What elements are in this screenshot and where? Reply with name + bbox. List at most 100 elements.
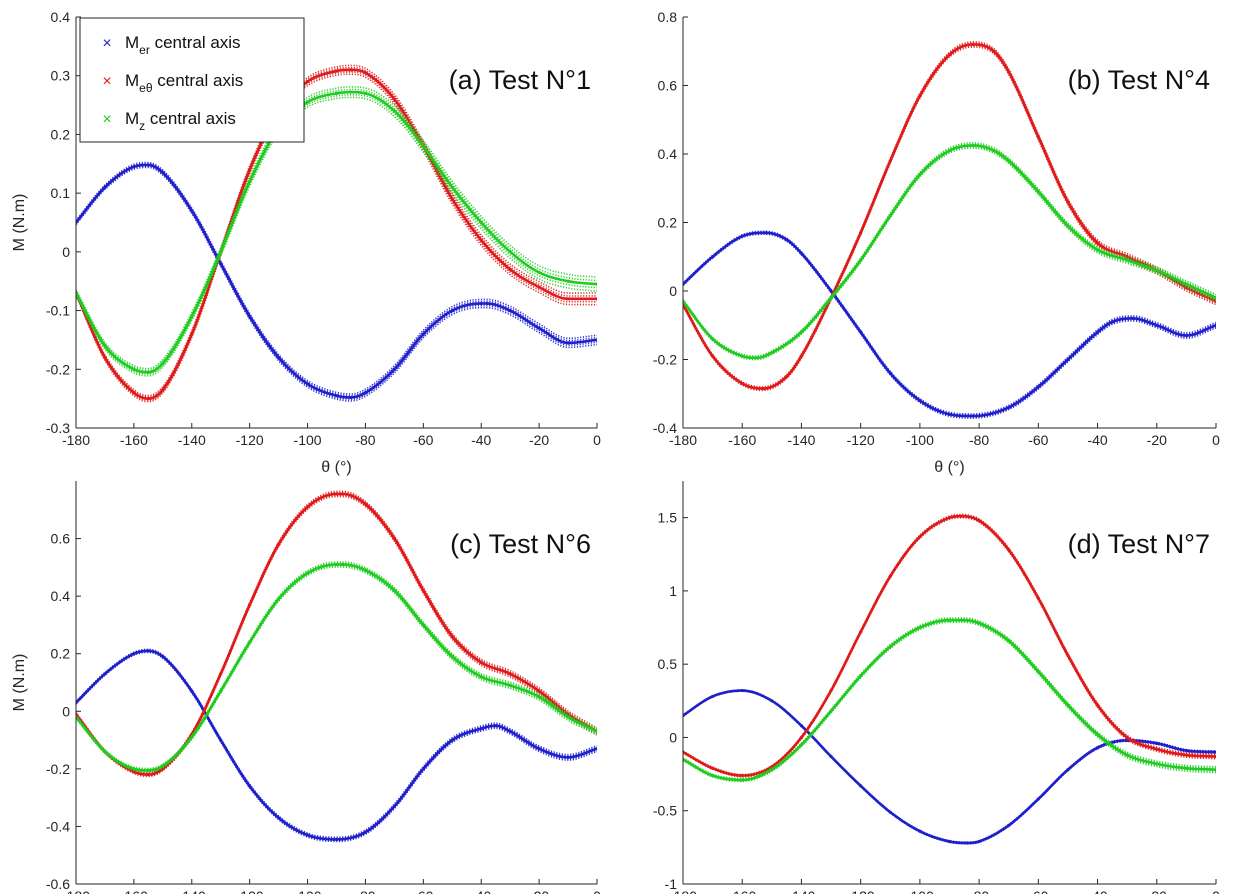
series-line-b-1-0: [683, 46, 1216, 392]
series-line-b-1-1: [683, 44, 1216, 391]
x-tick-label-a-9: 0: [593, 432, 601, 448]
data-point-a-2-6: [219, 250, 223, 254]
data-point-a-0-19: [537, 326, 541, 330]
data-point-c-2-4: [161, 764, 165, 768]
data-point-d-1-3: [770, 765, 774, 769]
data-point-c-0-17: [508, 729, 512, 734]
data-point-c-2-20: [595, 729, 597, 734]
data-point-d-2-8: [918, 625, 922, 630]
data-point-b-2-20: [1214, 296, 1216, 300]
series-line-b-2-3: [683, 143, 1216, 358]
data-point-d-0-10: [965, 841, 969, 845]
data-point-b-0-5: [799, 251, 804, 255]
series-a-0: [76, 161, 597, 402]
data-point-b-2-17: [1125, 258, 1129, 262]
data-point-d-0-1: [711, 694, 715, 699]
x-tick-label-d-7: -40: [1087, 888, 1107, 894]
data-point-b-0-6: [829, 289, 833, 293]
data-point-d-2-1: [711, 773, 715, 778]
x-tick-label-d-0: -180: [669, 888, 697, 894]
y-tick-label-a-2: -0.1: [46, 303, 70, 319]
series-line-a-2-1: [76, 94, 597, 375]
data-point-d-1-10: [959, 514, 963, 518]
data-point-d-1-12: [1007, 548, 1011, 552]
x-tick-label-c-8: -20: [529, 888, 549, 894]
data-point-c-0-20: [595, 747, 597, 751]
x-tick-label-a-0: -180: [62, 432, 90, 448]
y-tick-label-c-5: 0.4: [51, 588, 71, 604]
x-tick-label-c-3: -120: [236, 888, 264, 894]
data-point-b-2-9: [918, 172, 922, 177]
data-point-a-2-16: [479, 220, 483, 225]
data-point-a-0-18: [508, 308, 512, 313]
y-tick-label-a-1: -0.2: [46, 361, 70, 377]
data-point-c-2-15: [450, 654, 454, 659]
data-point-b-2-8: [888, 214, 892, 218]
data-point-b-1-7: [859, 231, 863, 235]
data-point-b-2-2: [740, 354, 744, 358]
data-point-c-0-6: [219, 738, 223, 742]
x-tick-label-b-6: -60: [1028, 432, 1048, 448]
panel-title-d: (d) Test N°7: [1068, 529, 1210, 559]
legend-label-suffix-1: central axis: [153, 71, 244, 90]
data-point-c-2-7: [248, 640, 252, 644]
data-point-c-2-16: [479, 675, 483, 679]
data-point-d-2-14: [1066, 703, 1070, 707]
series-line-d-2-4: [683, 617, 1216, 780]
data-point-a-0-20: [566, 341, 570, 345]
x-tick-label-d-1: -160: [728, 888, 756, 894]
data-point-c-0-2: [132, 652, 136, 656]
series-line-c-2-0: [76, 566, 597, 773]
panel-title-c: (c) Test N°6: [450, 529, 591, 559]
x-tick-label-b-5: -80: [969, 432, 989, 448]
x-tick-label-d-6: -60: [1028, 888, 1048, 894]
y-tick-label-b-2: 0: [669, 283, 677, 299]
data-point-d-2-3: [770, 768, 774, 772]
x-tick-label-b-0: -180: [669, 432, 697, 448]
data-point-c-2-13: [392, 588, 396, 592]
y-tick-label-b-0: -0.4: [653, 420, 677, 436]
series-line-a-1-3: [76, 66, 597, 398]
legend-marker-2: ×: [102, 111, 111, 128]
legend-label-2: Mz central axis: [125, 109, 236, 133]
data-point-d-1-17: [1155, 747, 1159, 751]
legend: × Mer central axis × Meθ central axis × Mz ce…: [79, 17, 305, 143]
y-tick-label-a-5: 0.2: [51, 126, 71, 142]
panel-title-b: (b) Test N°4: [1068, 65, 1210, 95]
data-point-c-1-15: [450, 634, 454, 639]
data-point-a-2-12: [363, 91, 368, 95]
data-point-b-1-14: [1036, 135, 1040, 139]
series-a-2: [76, 86, 597, 377]
data-point-b-2-18: [1155, 268, 1159, 273]
data-point-b-1-2: [740, 381, 744, 386]
panel-title-a: (a) Test N°1: [449, 65, 591, 95]
series-d-2: [683, 617, 1216, 783]
data-point-a-2-10: [334, 91, 339, 95]
y-tick-label-d-0: -1: [665, 876, 678, 892]
x-tick-label-b-4: -100: [906, 432, 934, 448]
data-point-c-1-17: [508, 672, 512, 676]
data-point-d-0-9: [947, 839, 952, 844]
y-tick-label-d-1: -0.5: [653, 803, 677, 819]
y-tick-label-c-4: 0.2: [51, 646, 71, 662]
data-point-a-0-7: [248, 314, 252, 319]
y-tick-label-d-3: 0.5: [658, 656, 678, 672]
data-point-d-0-14: [1066, 768, 1070, 772]
y-tick-label-a-7: 0.4: [51, 9, 71, 25]
data-point-c-0-10: [334, 837, 339, 841]
x-tick-label-c-4: -100: [294, 888, 322, 894]
legend-label-suffix-2: central axis: [145, 109, 236, 128]
y-tick-label-a-6: 0.3: [51, 68, 71, 84]
data-point-b-0-9: [918, 399, 922, 403]
data-point-a-1-1: [103, 355, 107, 360]
data-point-c-0-13: [421, 767, 425, 771]
series-line-c-1-0: [76, 495, 597, 778]
data-point-b-2-14: [1036, 190, 1040, 194]
data-point-c-1-3: [146, 773, 150, 777]
y-tick-label-c-2: -0.2: [46, 761, 70, 777]
series-d-0: [683, 688, 1216, 845]
x-tick-label-a-6: -60: [413, 432, 433, 448]
series-line-c-0-0: [76, 651, 597, 843]
y-tick-label-c-1: -0.4: [46, 818, 70, 834]
